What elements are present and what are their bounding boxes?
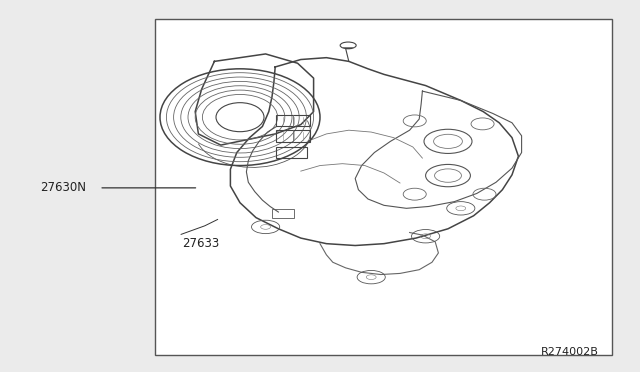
Bar bbox=[155, 19, 612, 355]
Text: 27630N: 27630N bbox=[40, 182, 86, 194]
Text: 27633: 27633 bbox=[182, 237, 220, 250]
Bar bbox=[276, 130, 310, 142]
Text: R274002B: R274002B bbox=[541, 347, 598, 356]
Bar bbox=[272, 209, 294, 218]
Bar bbox=[276, 147, 307, 158]
Bar bbox=[276, 115, 310, 126]
